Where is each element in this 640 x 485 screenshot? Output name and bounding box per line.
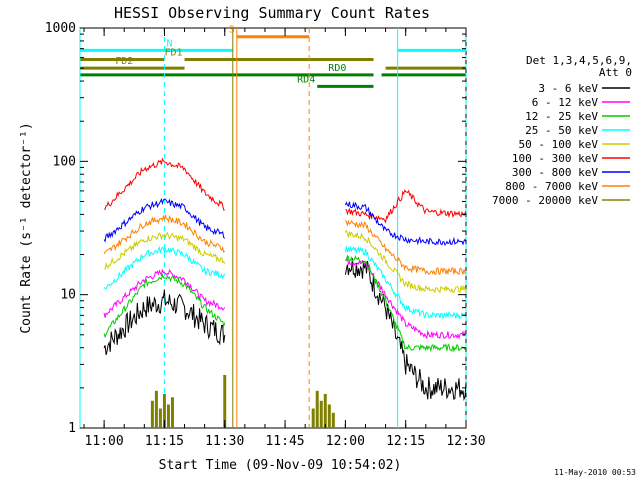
legend-entry-label: 7000 - 20000 keV xyxy=(492,194,598,207)
series-line xyxy=(345,256,467,340)
interval-label: N xyxy=(166,38,172,49)
series-line xyxy=(103,272,226,339)
interval-label: RD4 xyxy=(297,74,315,85)
y-tick-label: 1000 xyxy=(45,21,76,36)
legend-entry-label: 100 - 300 keV xyxy=(512,152,598,165)
series-line xyxy=(344,219,467,276)
series-line xyxy=(103,214,226,255)
x-tick-label: 12:15 xyxy=(386,434,425,449)
legend-entry-label: 12 - 25 keV xyxy=(525,110,598,123)
y-tick-label: 100 xyxy=(53,154,76,169)
series-line xyxy=(344,201,467,246)
legend-entry-label: 25 - 50 keV xyxy=(525,124,598,137)
legend-entry-label: 300 - 800 keV xyxy=(512,166,598,179)
x-tick-label: 11:00 xyxy=(85,434,124,449)
series-line xyxy=(103,289,226,356)
series-line xyxy=(344,245,467,320)
axes: 11:00 11:15 11:30 11:45 12:00 12:15 12:30 1 10 10… xyxy=(45,21,486,449)
legend-entry-label: 800 - 7000 keV xyxy=(505,180,598,193)
x-tick-label: 12:00 xyxy=(326,434,365,449)
data-series xyxy=(103,157,467,428)
series-line xyxy=(103,197,226,243)
vertical-markers xyxy=(79,28,467,428)
chart-title: HESSI Observing Summary Count Rates xyxy=(114,4,430,22)
series-line xyxy=(103,157,225,211)
interval-label: FD2 xyxy=(115,56,133,67)
footer-timestamp: 11-May-2010 00:53 xyxy=(554,468,636,477)
series-line xyxy=(104,231,226,270)
legend-entry-label: 6 - 12 keV xyxy=(532,96,599,109)
y-tick-label: 10 xyxy=(60,288,76,303)
series-line xyxy=(345,254,467,353)
plot-frame xyxy=(79,27,467,429)
x-axis-label: Start Time (09-Nov-09 10:54:02) xyxy=(159,458,402,473)
interval-label: S xyxy=(229,25,235,36)
y-axis-label: Count Rate (s⁻¹ detector⁻¹) xyxy=(19,122,34,333)
series-line xyxy=(103,245,226,290)
x-tick-label: 11:15 xyxy=(145,434,184,449)
legend-entry-label: 3 - 6 keV xyxy=(538,82,598,95)
series-line xyxy=(345,189,467,224)
legend-entry-label: 50 - 100 keV xyxy=(519,138,599,151)
series-line xyxy=(103,268,226,318)
x-tick-label: 11:45 xyxy=(265,434,304,449)
x-tick-label: 11:30 xyxy=(205,434,244,449)
legend-title-line: Att 0 xyxy=(599,66,632,79)
plot-border xyxy=(79,27,467,429)
x-tick-label: 12:30 xyxy=(446,434,485,449)
y-tick-label: 1 xyxy=(68,421,76,436)
observing-intervals: N S FD1 FD2 RD0 RD4 xyxy=(80,25,466,88)
legend-title-line: Det 1,3,4,5,6,9, xyxy=(526,54,632,67)
interval-label: RD0 xyxy=(328,63,346,74)
series-line xyxy=(344,258,467,402)
interval-label: FD1 xyxy=(164,48,182,59)
series-line xyxy=(344,229,467,294)
